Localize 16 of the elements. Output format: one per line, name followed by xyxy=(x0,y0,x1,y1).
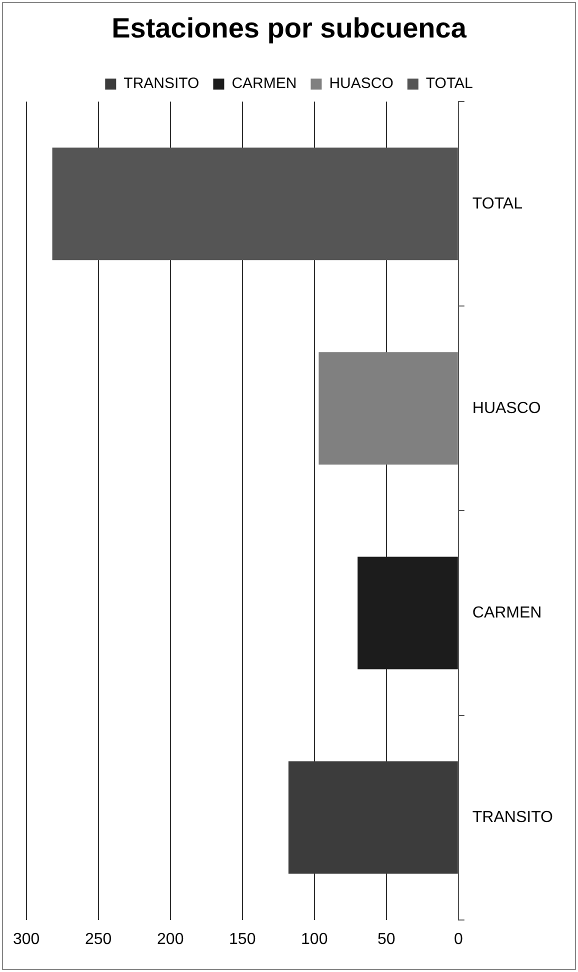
x-tick-label: 50 xyxy=(377,930,396,948)
y-tick-label: CARMEN xyxy=(472,604,542,622)
y-tick-label: TOTAL xyxy=(472,195,523,212)
x-tick-label: 200 xyxy=(157,930,184,948)
legend-label: HUASCO xyxy=(329,75,394,92)
chart-title: Estaciones por subcuenca xyxy=(112,12,467,44)
x-tick-label: 250 xyxy=(85,930,112,948)
y-tick-label: HUASCO xyxy=(472,400,541,417)
legend-label: CARMEN xyxy=(232,75,297,92)
x-tick-label: 0 xyxy=(454,930,463,948)
legend-label: TRANSITO xyxy=(124,75,200,92)
x-tick-label: 150 xyxy=(229,930,256,948)
x-tick-label: 100 xyxy=(301,930,328,948)
legend-label: TOTAL xyxy=(426,75,473,92)
y-tick-label: TRANSITO xyxy=(472,808,554,826)
x-tick-label: 300 xyxy=(12,930,40,948)
